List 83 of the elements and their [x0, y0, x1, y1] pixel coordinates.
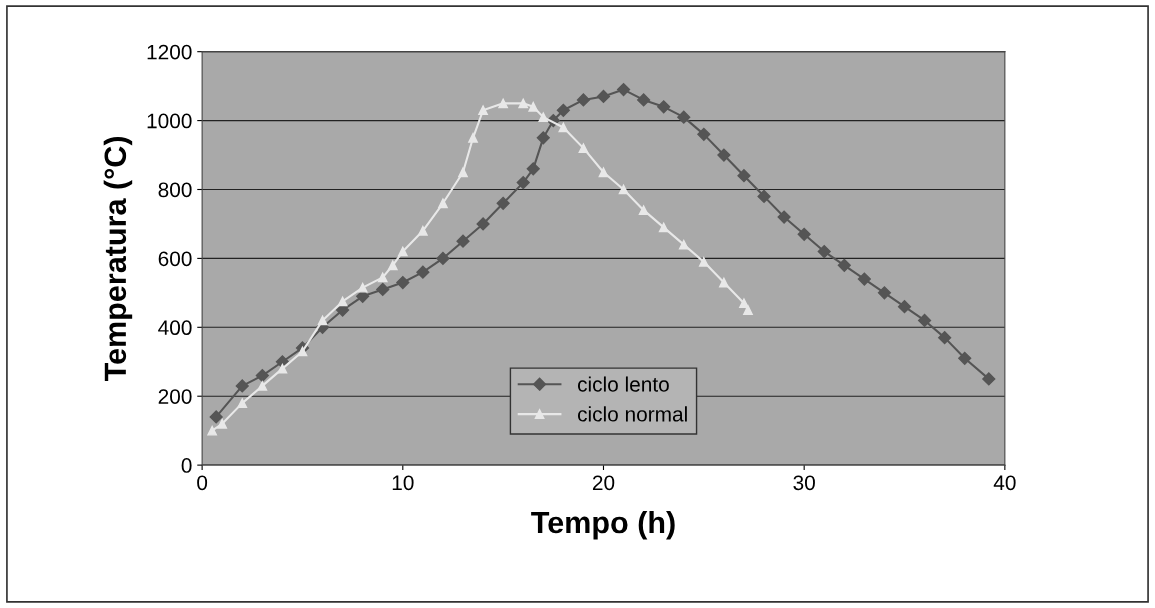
- point: [518, 98, 529, 109]
- point: [376, 282, 390, 296]
- y-tick-label: 0: [181, 458, 192, 473]
- point: [558, 122, 569, 133]
- point: [556, 103, 570, 117]
- point: [743, 305, 753, 315]
- point: [777, 210, 791, 224]
- point: [578, 143, 589, 154]
- y-tick-label: 1200: [147, 44, 192, 60]
- y-tick-label: 200: [158, 389, 192, 404]
- point: [877, 286, 892, 300]
- point: [658, 222, 669, 233]
- y-axis-title: Temperatura (°C): [103, 136, 133, 382]
- x-tick-label: 30: [793, 475, 815, 491]
- x-tick-label: 0: [197, 475, 208, 491]
- point: [436, 251, 450, 265]
- point: [616, 82, 631, 97]
- point: [677, 110, 691, 124]
- point: [982, 372, 996, 386]
- point: [618, 184, 629, 195]
- point: [938, 331, 952, 345]
- point: [958, 351, 972, 365]
- point: [638, 205, 649, 216]
- point: [526, 162, 540, 176]
- point: [255, 368, 269, 383]
- legend-label: ciclo normal: [577, 406, 687, 422]
- point: [377, 272, 388, 283]
- point: [207, 425, 218, 436]
- point: [237, 398, 248, 408]
- point: [516, 176, 530, 190]
- point: [739, 298, 749, 309]
- point: [717, 148, 731, 162]
- point: [357, 282, 368, 293]
- point: [476, 217, 490, 231]
- y-tick-label: 1000: [147, 113, 192, 129]
- point: [277, 363, 288, 374]
- point: [396, 275, 410, 290]
- point: [917, 313, 932, 328]
- y-tick-label: 800: [158, 182, 192, 198]
- point: [897, 300, 912, 314]
- point: [757, 189, 771, 203]
- point: [387, 260, 398, 271]
- point: [817, 244, 831, 259]
- point: [235, 379, 249, 393]
- point: [737, 169, 751, 183]
- x-tick-label: 40: [993, 475, 1016, 491]
- point: [416, 265, 430, 279]
- point: [678, 239, 689, 250]
- point: [857, 272, 871, 286]
- point: [698, 256, 709, 267]
- x-axis-title: Tempo (h): [531, 510, 675, 540]
- point: [297, 346, 308, 357]
- point: [217, 418, 228, 429]
- point: [496, 196, 510, 210]
- x-tick-label: 20: [592, 475, 615, 491]
- point: [209, 410, 223, 424]
- point: [719, 277, 729, 288]
- point: [337, 296, 348, 307]
- point: [397, 246, 408, 257]
- y-tick-label: 600: [158, 251, 192, 267]
- point: [837, 258, 851, 272]
- point: [797, 227, 811, 241]
- point: [576, 93, 591, 107]
- point: [536, 131, 550, 145]
- point: [637, 93, 651, 107]
- point: [596, 89, 611, 104]
- point: [438, 198, 448, 209]
- y-tick-label: 400: [158, 320, 192, 336]
- legend-label: ciclo lento: [577, 376, 669, 392]
- point: [478, 105, 488, 116]
- point: [456, 234, 470, 248]
- point: [257, 381, 268, 391]
- point: [458, 167, 468, 178]
- point: [697, 127, 711, 141]
- x-tick-label: 10: [392, 475, 414, 491]
- point: [418, 225, 428, 236]
- point: [528, 101, 539, 112]
- point: [468, 132, 478, 143]
- point: [498, 98, 509, 109]
- point: [598, 167, 609, 178]
- point: [657, 100, 671, 114]
- point: [317, 315, 328, 326]
- point: [538, 112, 549, 123]
